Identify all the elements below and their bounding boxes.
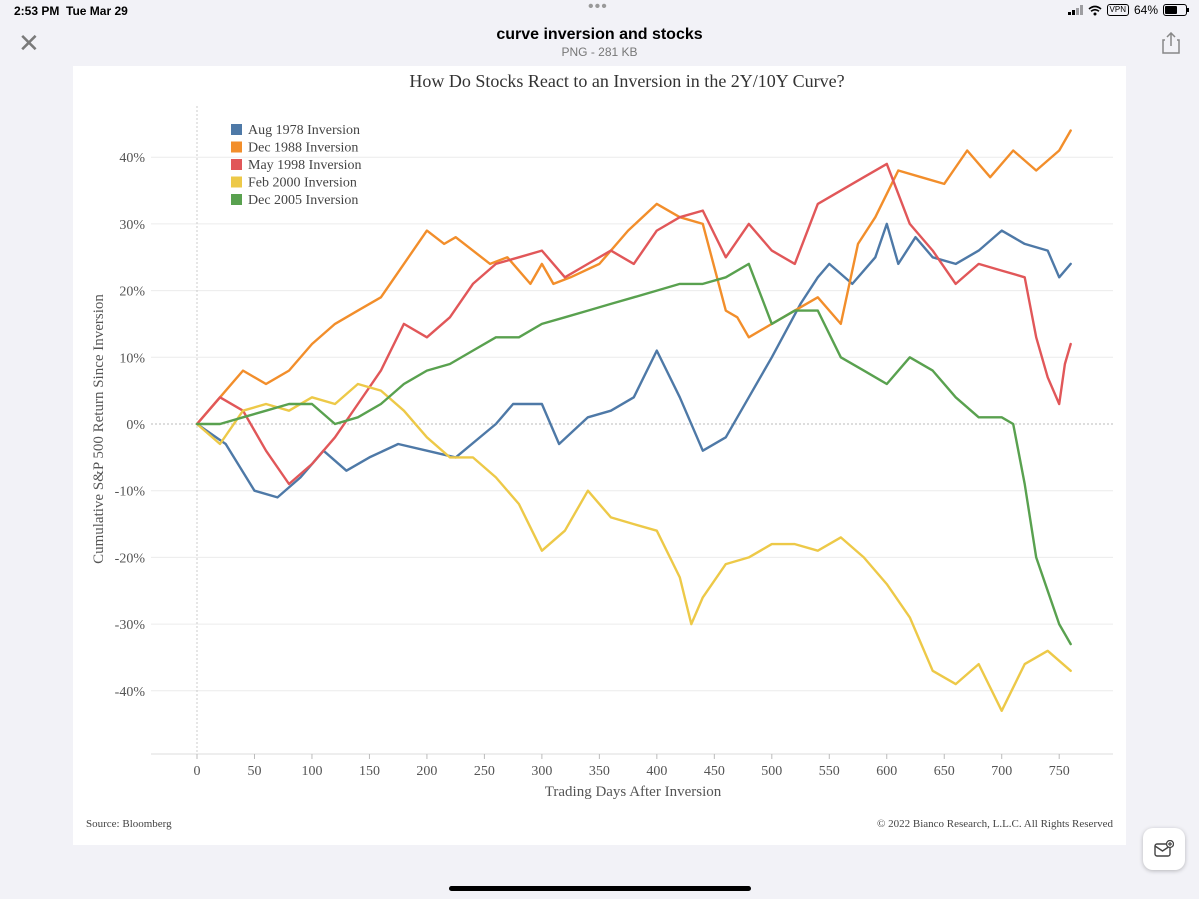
x-tick-label: 100 bbox=[301, 764, 322, 779]
y-tick-label: -20% bbox=[115, 551, 146, 566]
battery-percent: 64% bbox=[1133, 3, 1158, 17]
file-title: curve inversion and stocks bbox=[496, 26, 703, 43]
legend-label: Feb 2000 Inversion bbox=[248, 176, 357, 191]
y-tick-label: -30% bbox=[115, 618, 146, 633]
x-tick-label: 400 bbox=[646, 764, 667, 779]
legend-swatch bbox=[231, 141, 242, 153]
x-tick-label: 300 bbox=[531, 764, 552, 779]
share-icon[interactable] bbox=[1161, 32, 1181, 54]
legend-label: Dec 1988 Inversion bbox=[248, 141, 358, 156]
file-info: PNG - 281 KB bbox=[561, 45, 638, 59]
legend-label: May 1998 Inversion bbox=[248, 158, 362, 173]
x-tick-label: 500 bbox=[761, 764, 782, 779]
y-tick-label: -10% bbox=[115, 485, 146, 500]
x-tick-label: 200 bbox=[416, 764, 437, 779]
x-tick-label: 250 bbox=[474, 764, 495, 779]
x-tick-label: 150 bbox=[359, 764, 380, 779]
x-tick-label: 600 bbox=[876, 764, 897, 779]
legend-label: Dec 2005 Inversion bbox=[248, 193, 358, 208]
source-note: Source: Bloomberg bbox=[86, 818, 172, 830]
y-tick-label: -40% bbox=[115, 685, 146, 700]
series-line bbox=[195, 382, 1072, 712]
markup-icon bbox=[1154, 840, 1174, 857]
series-line bbox=[195, 129, 1072, 426]
x-tick-label: 750 bbox=[1049, 764, 1070, 779]
x-tick-label: 50 bbox=[247, 764, 261, 779]
chart-title: How Do Stocks React to an Inversion in t… bbox=[409, 71, 844, 91]
x-tick-label: 700 bbox=[991, 764, 1012, 779]
y-tick-label: 0% bbox=[126, 418, 145, 433]
legend-label: Aug 1978 Inversion bbox=[248, 123, 360, 138]
legend-swatch bbox=[231, 176, 242, 188]
viewer-header: ✕ curve inversion and stocks PNG - 281 K… bbox=[0, 22, 1199, 66]
wifi-icon bbox=[1088, 5, 1102, 15]
y-tick-label: 30% bbox=[119, 218, 145, 233]
vpn-badge: VPN bbox=[1106, 4, 1129, 16]
x-tick-label: 650 bbox=[934, 764, 955, 779]
y-tick-label: 20% bbox=[119, 285, 145, 300]
series-line bbox=[195, 222, 1072, 499]
multitasking-dots-icon[interactable]: ••• bbox=[588, 0, 608, 15]
chart: How Do Stocks React to an Inversion in t… bbox=[86, 71, 1113, 830]
y-tick-label: 40% bbox=[119, 151, 145, 166]
legend-swatch bbox=[231, 124, 242, 135]
markup-button[interactable] bbox=[1143, 828, 1185, 870]
x-tick-label: 0 bbox=[194, 764, 201, 779]
battery-icon bbox=[1163, 4, 1189, 16]
status-date: Tue Mar 29 bbox=[66, 4, 128, 18]
y-tick-label: 10% bbox=[119, 351, 145, 366]
status-bar: 2:53 PM Tue Mar 29 ••• VPN 64% bbox=[0, 0, 1199, 22]
cellular-signal-icon bbox=[1067, 5, 1083, 15]
series-line bbox=[195, 162, 1072, 486]
x-tick-label: 350 bbox=[589, 764, 610, 779]
y-axis-label: Cumulative S&P 500 Return Since Inversio… bbox=[91, 294, 107, 564]
x-axis-label: Trading Days After Inversion bbox=[545, 784, 722, 800]
home-indicator[interactable] bbox=[449, 886, 751, 891]
x-tick-label: 450 bbox=[704, 764, 725, 779]
status-time: 2:53 PM bbox=[14, 4, 60, 18]
x-tick-label: 550 bbox=[819, 764, 840, 779]
copyright-note: © 2022 Bianco Research, L.L.C. All Right… bbox=[877, 818, 1113, 830]
series-line bbox=[195, 262, 1072, 646]
legend-swatch bbox=[231, 159, 242, 170]
image-preview[interactable]: How Do Stocks React to an Inversion in t… bbox=[73, 66, 1126, 845]
close-icon[interactable]: ✕ bbox=[18, 28, 40, 58]
legend-swatch bbox=[231, 194, 242, 205]
